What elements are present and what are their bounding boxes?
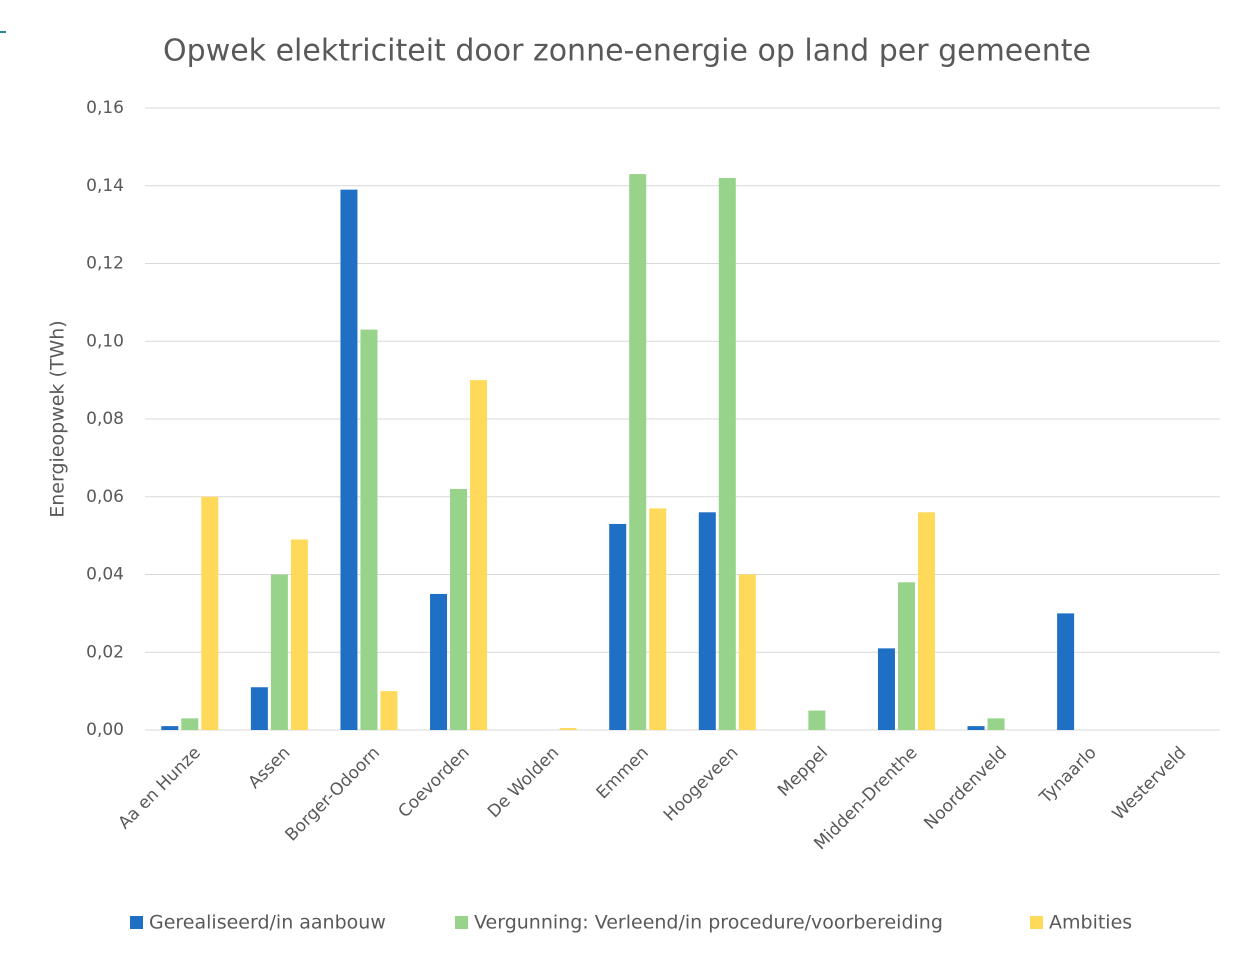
bar [877,648,895,730]
bar [718,177,736,731]
bar [917,512,935,730]
bar [380,691,398,730]
bar [181,718,199,730]
bar [808,710,826,730]
y-tick-label: 0,02 [86,642,124,662]
bar [559,728,577,730]
bar [290,539,308,730]
y-tick-label: 0,04 [86,565,124,585]
y-tick-label: 0,16 [86,98,124,118]
legend-label: Ambities [1049,912,1132,934]
y-tick-label: 0,08 [86,409,124,429]
bar [609,523,627,730]
y-tick-label: 0,14 [86,176,124,196]
bar [450,488,468,730]
legend-swatch [1030,916,1043,929]
y-tick-label: 0,12 [86,254,124,274]
bar [430,593,448,730]
bar [738,574,756,730]
bar [629,174,647,730]
legend-label: Vergunning: Verleend/in procedure/voorbe… [474,912,943,934]
bar [161,726,179,730]
y-tick-label: 0,06 [86,487,124,507]
chart-title: Opwek elektriciteit door zonne-energie o… [163,34,1091,69]
legend-swatch [130,916,143,929]
bar [698,512,716,730]
bar [470,380,488,730]
bar [340,189,358,730]
y-axis-label: Energieopwek (TWh) [47,320,69,517]
y-tick-label: 0,00 [86,720,124,740]
y-tick-label: 0,10 [86,331,124,351]
bar [270,574,288,730]
bar [250,687,268,730]
bar [360,329,378,730]
legend-label: Gerealiseerd/in aanbouw [149,912,386,934]
legend-swatch [455,916,468,929]
bar [987,718,1005,730]
bar [649,508,667,730]
bar [897,582,915,730]
bar [967,726,985,730]
bar [1057,613,1075,730]
bar [201,496,219,730]
